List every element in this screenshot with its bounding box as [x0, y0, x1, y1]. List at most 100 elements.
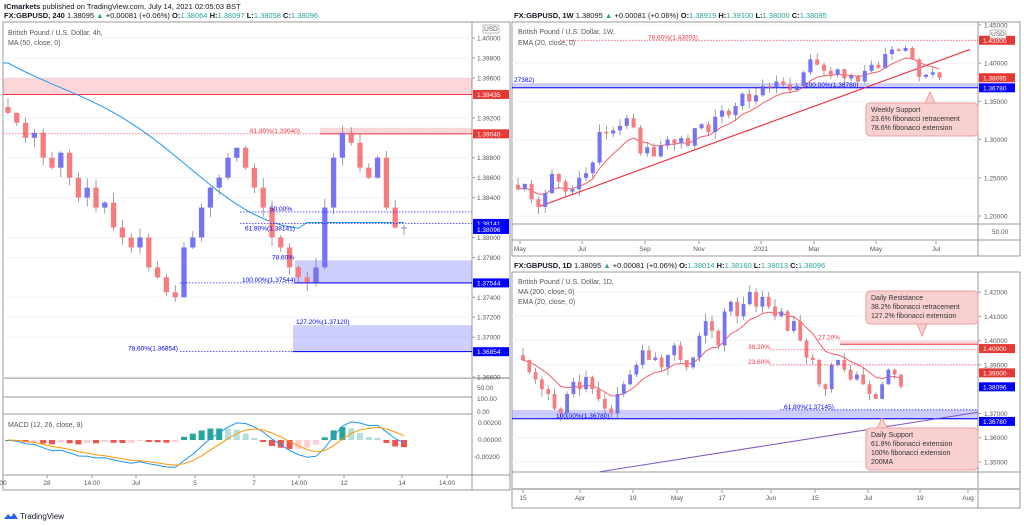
candle-down: [892, 369, 897, 375]
price-tag-label: 1.38096: [477, 227, 501, 234]
time-axis-label: 15: [811, 495, 819, 502]
candle-up: [760, 296, 765, 307]
macd-histogram-bar: [207, 428, 214, 440]
candle-up: [741, 304, 746, 317]
callout-text: 78.6% fibonacci extension: [871, 125, 952, 132]
symbol[interactable]: FX:GBPUSD, 1W: [514, 11, 575, 20]
macd-histogram-bar: [313, 440, 319, 445]
macd-histogram-bar: [66, 440, 73, 444]
macd-histogram-bar: [383, 440, 390, 443]
currency-badge[interactable]: [989, 29, 1007, 39]
candle-down: [242, 147, 249, 168]
macd-histogram-bar: [365, 437, 372, 440]
left-chart-title: British Pound / U.S. Dollar, 4h,: [8, 30, 103, 37]
resistance-zone: [3, 78, 472, 95]
price-tag: [979, 382, 1015, 392]
macd-histogram-bar: [295, 440, 302, 449]
candle-down: [855, 75, 861, 82]
time-axis-label: Apr: [575, 495, 586, 502]
macd-histogram-bar: [269, 440, 275, 447]
ema20-legend[interactable]: EMA (20, close, 0): [518, 299, 575, 306]
macd-legend[interactable]: MACD (12, 26, close, 9): [8, 422, 83, 429]
candle-up: [719, 110, 725, 117]
ma200-line: [599, 411, 979, 473]
time-axis-label: May: [671, 495, 684, 502]
pane-tick: 0.00: [477, 409, 490, 416]
price-tag: [979, 416, 1015, 426]
price-axis-label: 1.40000: [984, 338, 1008, 345]
macd-histogram-bar: [357, 433, 363, 440]
candle-up: [645, 147, 650, 154]
price-tag-label: 1.38141: [477, 221, 501, 228]
macd-histogram-bar: [304, 440, 311, 448]
weekly-chart-title: British Pound / U.S. Dollar, 1W,: [518, 29, 615, 36]
macd-histogram-bar: [233, 429, 240, 440]
ema20-legend[interactable]: EMA (20, close, 0): [518, 40, 575, 47]
last-price: 1.38095: [574, 261, 601, 270]
candle-down: [552, 394, 557, 409]
open-value: 1.38064: [180, 11, 207, 20]
candle-down: [781, 81, 786, 85]
time-axis-label: 00: [0, 480, 7, 487]
annotation-callout: [865, 102, 979, 137]
price-axis-label: 1.39000: [984, 362, 1008, 369]
candle-down: [609, 408, 614, 414]
ema20-line: [517, 57, 940, 195]
symbol[interactable]: FX:GBPUSD, 1D: [514, 261, 573, 270]
candle-down: [521, 355, 525, 360]
macd-histogram-bar: [93, 440, 99, 444]
macd-tick: 0.00000: [478, 437, 502, 444]
ma50-legend[interactable]: MA (50, close, 0): [8, 40, 61, 47]
candle-down: [716, 330, 721, 346]
candle-up: [665, 139, 670, 146]
callout-text: 23.6% fibonacci retracement: [871, 116, 960, 123]
candle-up: [181, 247, 187, 298]
currency-badge[interactable]: [482, 24, 500, 34]
candle-down: [817, 360, 821, 385]
price-tag-label: 1.39040: [477, 131, 501, 138]
candle-down: [678, 345, 683, 360]
time-axis-label: 12: [340, 480, 348, 487]
macd-histogram-bar: [216, 428, 223, 440]
candle-up: [889, 49, 895, 55]
currency-label[interactable]: USD: [991, 31, 1005, 38]
price-axis-label: 1.36600: [477, 375, 501, 382]
macd-histogram-bar: [260, 440, 267, 442]
candle-up: [621, 384, 626, 394]
candle-down: [278, 237, 284, 248]
price-tag: [473, 224, 509, 234]
candle-down: [823, 384, 828, 390]
fib-label: 27382): [514, 77, 534, 84]
macd-tick: 0.00200: [478, 420, 502, 427]
fib-label: 50.00%: [270, 206, 292, 213]
candle-down: [815, 59, 820, 65]
candle-down: [798, 321, 803, 341]
ma50-line: [3, 62, 404, 229]
time-axis-label: 14: [398, 480, 406, 487]
currency-label[interactable]: USD: [484, 26, 498, 33]
candle-up: [137, 237, 143, 248]
candle-up: [835, 69, 840, 75]
macd-histogram-bar: [172, 440, 179, 443]
ma200-legend[interactable]: MA (200, close, 0): [518, 289, 574, 296]
tradingview-logo[interactable]: TradingView: [4, 512, 64, 521]
low-value: 1.38013: [761, 261, 788, 270]
candle-up: [234, 147, 240, 158]
time-axis-label: 17: [718, 495, 726, 502]
weekly-chart-plot[interactable]: 1.45000 1.40000 1.35000 1.30000 1.25000 1.200…: [512, 23, 1015, 254]
daily-chart-plot[interactable]: 1.42000 1.41000 1.40000 1.39000 1.37000 1.360…: [512, 284, 1015, 502]
callout-pointer: [924, 90, 936, 104]
candle-down: [773, 306, 777, 317]
price-axis-label: 1.37200: [477, 315, 501, 322]
price-tag: [979, 83, 1015, 93]
macd-histogram-bar: [57, 440, 64, 443]
candle-up: [862, 70, 867, 82]
price-change: +0.00081 (+0.06%): [106, 11, 171, 20]
price-tag-label: 1.36854: [477, 349, 501, 356]
candle-up: [31, 132, 38, 138]
price-axis-label: 1.25000: [984, 175, 1008, 182]
candle-up: [571, 381, 576, 394]
symbol[interactable]: FX:GBPUSD, 240: [4, 11, 65, 20]
candle-down: [873, 394, 878, 399]
left-chart-plot[interactable]: 1.40000 1.39800 1.39600 1.39200 1.38800 1.386…: [0, 36, 509, 487]
